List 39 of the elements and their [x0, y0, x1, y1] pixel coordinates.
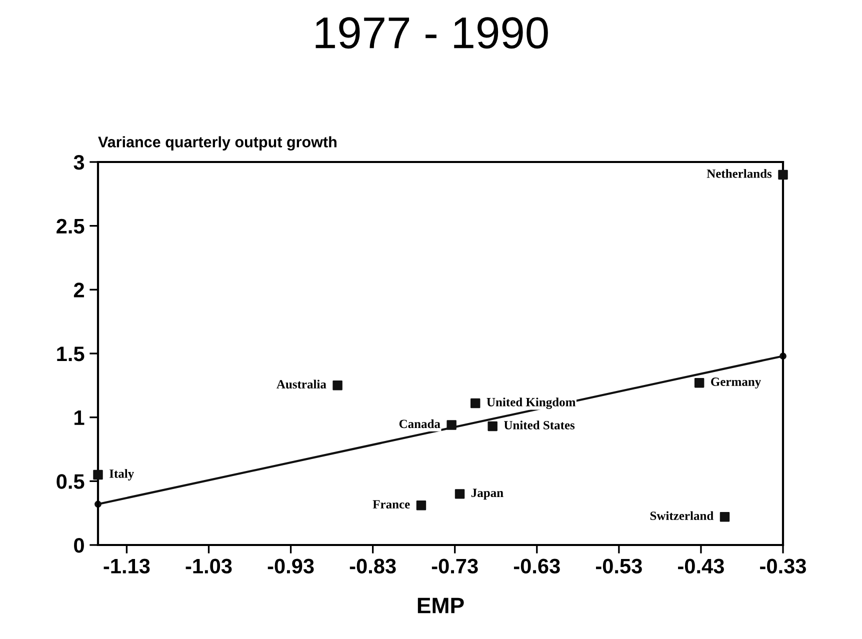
- point: [446, 420, 456, 430]
- y-tick-label: 2.5: [56, 218, 84, 234]
- annotation: Switzerland: [650, 511, 714, 520]
- annotation: Italy: [110, 469, 134, 480]
- point: [694, 378, 704, 388]
- point: [332, 380, 342, 390]
- y-axis-title: Variance quarterly output growth: [98, 136, 336, 151]
- y-tick-label: 3: [74, 155, 84, 170]
- x-tick-label: -0.83: [350, 558, 396, 574]
- annotation: United Kingdom: [486, 398, 576, 410]
- annotation: Japan: [471, 488, 504, 500]
- x-tick-label: -0.53: [596, 558, 642, 574]
- x-tick-label: -0.63: [514, 558, 560, 574]
- x-tick-label: -0.33: [760, 558, 806, 574]
- point: [416, 500, 426, 510]
- x-tick-label: -1.13: [104, 558, 150, 574]
- y-tick-label: 0.5: [56, 474, 84, 489]
- point: [454, 489, 465, 499]
- point: [720, 512, 730, 522]
- x-tick-label: -0.43: [678, 558, 724, 574]
- annotation: Netherlands: [706, 169, 772, 178]
- annotation: Australia: [276, 380, 326, 389]
- annotation: United States: [504, 420, 575, 430]
- annotation: Germany: [711, 378, 761, 389]
- annotation: Canada: [399, 419, 440, 428]
- y-tick-label: 2: [74, 282, 84, 298]
- x-tick-label: -0.73: [432, 558, 478, 574]
- y-tick-label: 1.5: [57, 346, 84, 362]
- point: [93, 470, 103, 480]
- point: [488, 421, 498, 432]
- x-tick-label: -1.03: [186, 558, 232, 574]
- x-axis-title: EMP: [418, 598, 464, 614]
- point: [778, 170, 788, 180]
- y-tick-label: 0: [74, 538, 84, 553]
- point: [470, 398, 480, 408]
- x-tick-label: -0.93: [268, 558, 314, 574]
- annotation: France: [372, 500, 410, 509]
- chart-title: 1977 - 1990: [316, 17, 548, 49]
- y-tick-label: 1: [74, 410, 84, 425]
